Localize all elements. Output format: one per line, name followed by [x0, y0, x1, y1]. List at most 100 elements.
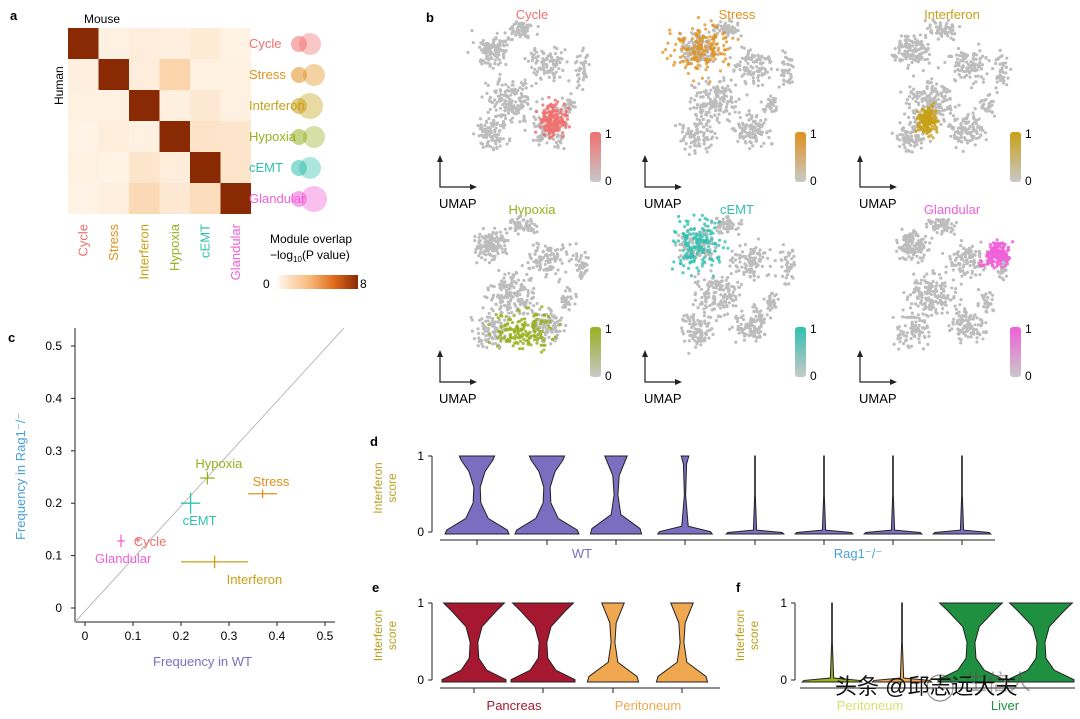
legend-min: 0 — [263, 277, 270, 291]
heatmap-cell — [98, 59, 129, 90]
heatmap-cell — [190, 183, 221, 214]
violin-f-1 — [801, 602, 863, 683]
violin-e-4 — [655, 602, 709, 683]
heatmap-cell — [220, 121, 251, 152]
overlap-bubble-small — [291, 129, 307, 145]
umap-scale-min: 0 — [810, 174, 817, 188]
umap-arrow-heads — [642, 155, 682, 190]
violin-d-7 — [862, 455, 924, 535]
scatter-point-label: Stress — [253, 474, 290, 489]
y-tick-label: 0.1 — [45, 549, 62, 563]
overlap-bubble-small — [291, 98, 307, 114]
umap-cycle: Cycle 1 0 UMAP — [437, 7, 612, 211]
heatmap-cell — [159, 28, 190, 59]
umap-points — [891, 217, 1015, 351]
heatmap-cell — [220, 183, 251, 214]
umap-scale-min: 0 — [605, 369, 612, 383]
scatter-axes — [74, 328, 335, 623]
violin-ytick-bottom: 0 — [417, 673, 424, 687]
scatter-point-hypoxia: Hypoxia — [195, 456, 243, 485]
group-label-peritoneum-f: Peritoneum — [837, 698, 903, 713]
heatmap-cell — [159, 152, 190, 183]
umap-title: Cycle — [516, 7, 549, 22]
overlap-bubble-large — [303, 126, 325, 148]
heatmap-col-labels: Cycle Stress Interferon Hypoxia cEMT Glandula… — [75, 223, 243, 280]
heatmap-row-label: cEMT — [249, 160, 283, 175]
legend-title-line1: Module overlap — [270, 232, 352, 246]
overlap-bubble-large — [303, 64, 325, 86]
umap-color-scale — [1010, 132, 1021, 182]
violin-ylabel-line1: Interferon — [733, 610, 747, 661]
overlap-bubble-small — [291, 191, 307, 207]
scatter-point-label: Cycle — [134, 534, 167, 549]
group-label-pancreas: Pancreas — [487, 698, 542, 713]
violin-d-5 — [724, 455, 786, 535]
overlap-bubble-large — [299, 157, 321, 179]
violin-d-8 — [931, 455, 993, 535]
heatmap-col-label: Cycle — [75, 224, 90, 257]
umap-axis-arrow — [439, 352, 475, 383]
violin-ylabel-line2: score — [747, 621, 761, 651]
panel-a-heatmap: Mouse Human Cycle Stress Interferon Hypoxia… — [52, 12, 367, 291]
umap-axis-arrow — [644, 352, 680, 383]
y-tick-label: 0.2 — [45, 496, 62, 510]
violin-f-2 — [871, 602, 933, 683]
group-label-liver: Liver — [991, 698, 1020, 713]
violin-ylabel-line2: score — [385, 621, 399, 651]
umap-scale-max: 1 — [605, 322, 612, 336]
panel-c-scatter: Frequency in WT Frequency in Rag1⁻/⁻ 0 0.… — [13, 327, 345, 669]
y-tick-label: 0 — [55, 601, 62, 615]
heatmap-cell — [68, 28, 99, 59]
umap-points — [466, 20, 591, 152]
heatmap-row-label: Stress — [249, 67, 286, 82]
heatmap-cell — [220, 90, 251, 121]
violin-d-1 — [444, 455, 510, 535]
umap-scale-max: 1 — [1025, 127, 1032, 141]
heatmap-row-label: Interferon — [249, 98, 305, 113]
umap-arrow-heads — [437, 155, 477, 190]
heatmap-cell — [190, 59, 221, 90]
violin-ytick-top: 1 — [780, 596, 787, 610]
umap-title: Stress — [719, 7, 756, 22]
overlap-bubble-small — [291, 160, 307, 176]
scatter-point-label: Interferon — [227, 572, 283, 587]
umap-axis-arrow — [859, 352, 895, 383]
panel-label-f: f — [736, 580, 741, 595]
umap-color-scale — [590, 327, 601, 377]
overlap-bubble-large — [299, 33, 321, 55]
overlap-bubble-small — [291, 36, 307, 52]
heatmap-cell — [220, 59, 251, 90]
identity-line — [74, 327, 345, 623]
panel-label-c: c — [8, 330, 15, 345]
overlap-bubble-small — [291, 67, 307, 83]
heatmap-cell — [159, 59, 190, 90]
scatter-point-label: Hypoxia — [195, 456, 243, 471]
umap-points — [890, 18, 1013, 154]
y-tick-label: 0.3 — [45, 444, 62, 458]
legend-title-line2: −log10(P value) — [270, 248, 350, 264]
umap-interferon: Interferon 1 0 UMAP — [857, 7, 1032, 211]
heatmap-cell — [129, 152, 160, 183]
umap-axis-label: UMAP — [439, 391, 477, 406]
heatmap-col-label: Stress — [106, 224, 121, 261]
heatmap-row-label: Hypoxia — [249, 129, 297, 144]
heatmap-cell — [220, 152, 251, 183]
violin-e-1 — [441, 602, 507, 683]
umap-title: Glandular — [924, 202, 981, 217]
panel-label-d: d — [370, 434, 378, 449]
violin-ylabel-line2: score — [385, 473, 399, 503]
heatmap-side-label: Human — [52, 66, 66, 105]
umap-scale-max: 1 — [810, 127, 817, 141]
umap-arrow-heads — [857, 350, 897, 385]
heatmap-cell — [129, 183, 160, 214]
umap-axis-label: UMAP — [644, 391, 682, 406]
heatmap-cell — [159, 183, 190, 214]
scatter-xlabel: Frequency in WT — [153, 654, 252, 669]
umap-arrow-heads — [857, 155, 897, 190]
legend-gradient-bar — [278, 275, 358, 289]
heatmap-col-label: Interferon — [136, 224, 151, 280]
heatmap-cell — [98, 152, 129, 183]
scatter-point-cycle: Cycle — [134, 534, 167, 549]
heatmap-cell — [98, 183, 129, 214]
heatmap-col-label: cEMT — [197, 224, 212, 258]
